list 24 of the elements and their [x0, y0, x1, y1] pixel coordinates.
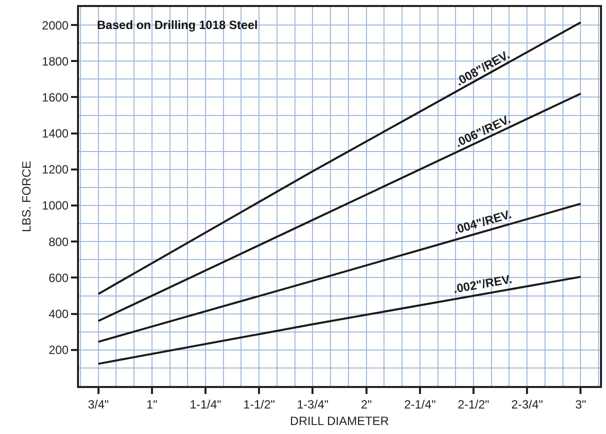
y-tick-label: 1800: [42, 54, 69, 68]
x-axis-title: DRILL DIAMETER: [290, 414, 390, 428]
text: .002"/REV.: [452, 272, 514, 296]
y-tick-label: 1000: [42, 198, 69, 213]
y-tick-label: 1600: [42, 90, 69, 104]
x-tick-label: 3": [575, 397, 586, 412]
x-tick-label: 2-3/4": [511, 397, 543, 412]
x-tick-label: 2": [360, 397, 372, 412]
x-tick-label: 1-1/4": [190, 397, 222, 412]
x-tick-label: 3/4": [88, 397, 109, 412]
y-tick-label: 400: [48, 307, 69, 322]
y-tick-label: 2000: [42, 18, 69, 32]
x-tick-label: 2-1/2": [458, 397, 490, 412]
x-tick-label: 2-1/4": [404, 397, 436, 412]
y-tick-label: 800: [48, 234, 69, 249]
y-tick-label: 1200: [42, 162, 69, 177]
y-tick-label: 600: [48, 270, 69, 285]
x-tick-label: 1-3/4": [296, 397, 329, 412]
x-tick-label: 1-1/2": [243, 397, 275, 412]
y-tick-label: 1400: [42, 126, 69, 141]
y-tick-label: 200: [48, 343, 69, 358]
annotation: Based on Drilling 1018 Steel: [97, 18, 258, 32]
y-axis-title: LBS. FORCE: [20, 160, 34, 232]
x-tick-label: 1": [146, 397, 158, 412]
